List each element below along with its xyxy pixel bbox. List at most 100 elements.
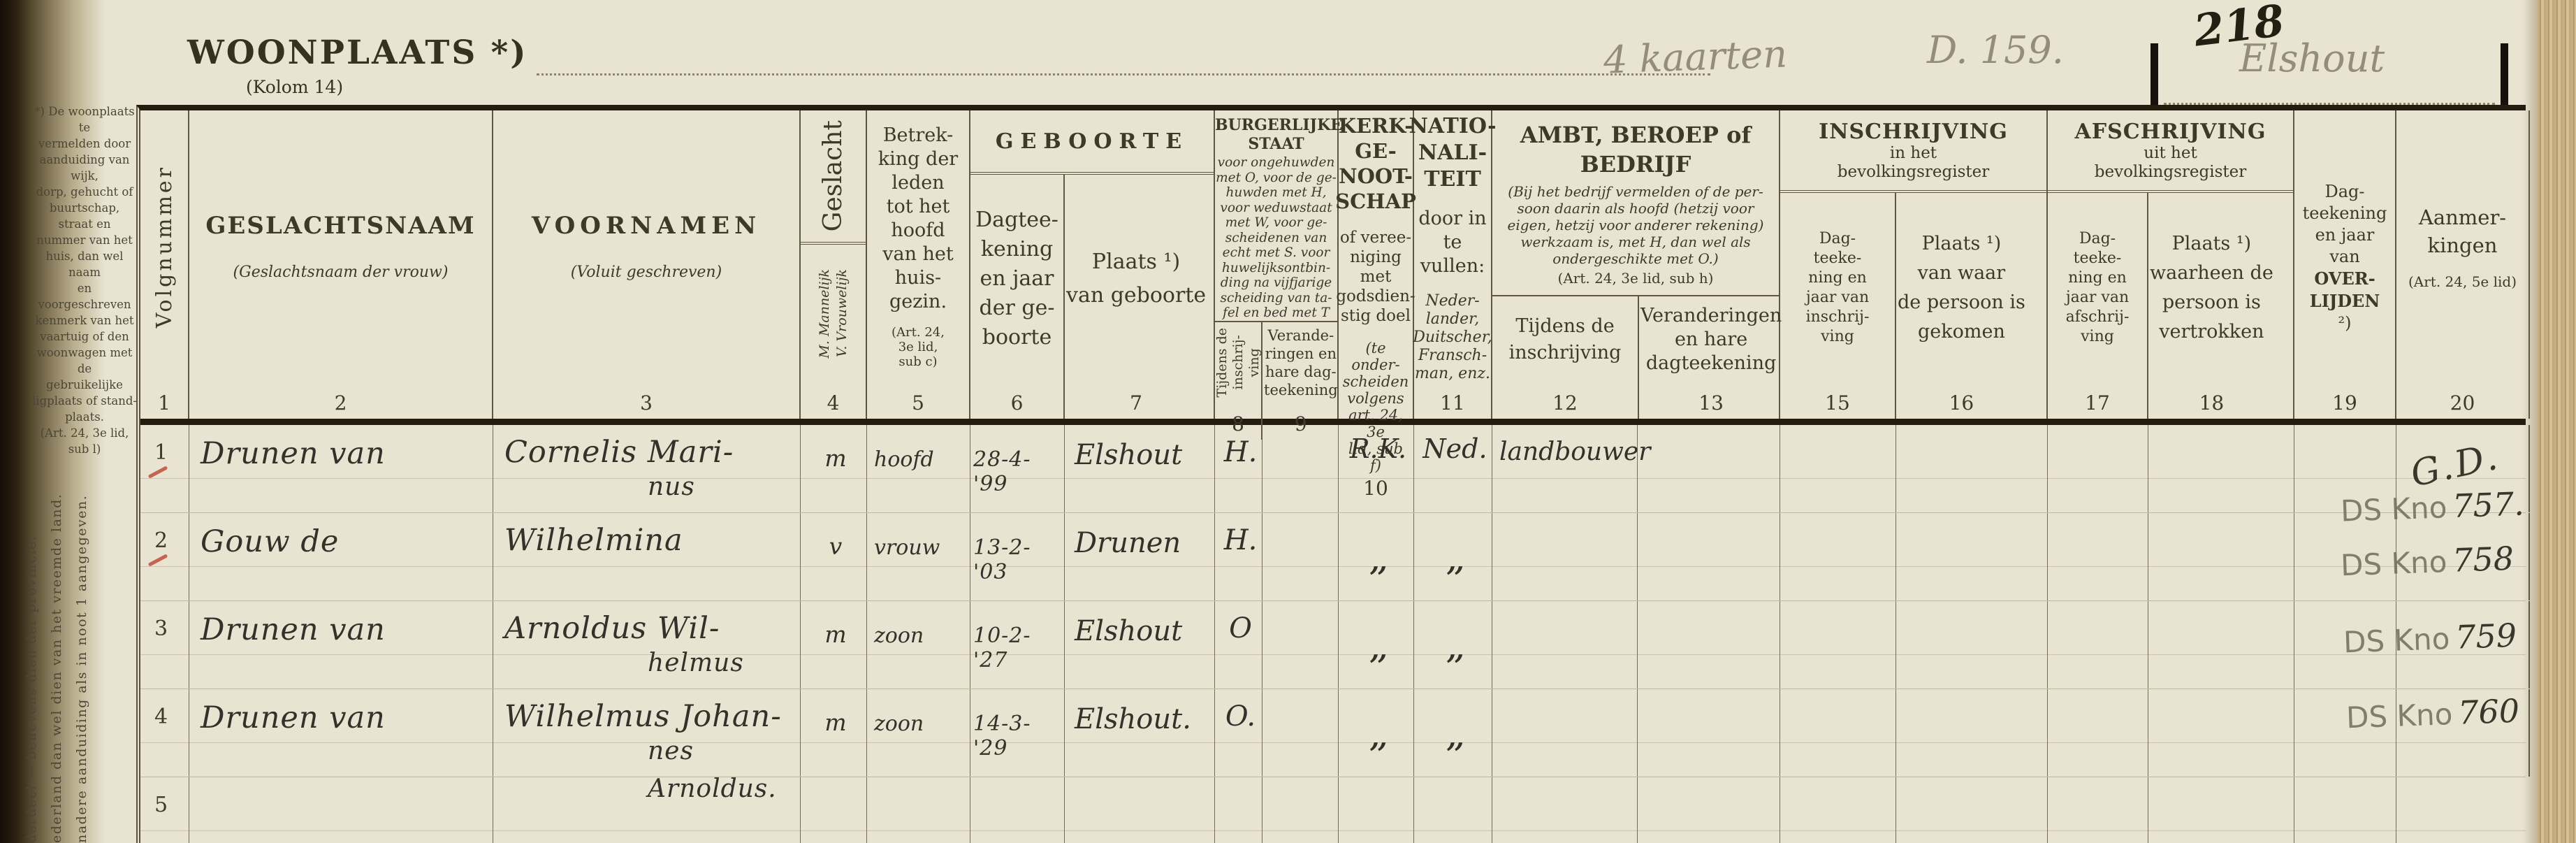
col10-number: 10 [1363,477,1388,500]
card-stamp-1: DS Kno 757. [2340,484,2524,528]
cell-betrekking: vrouw [867,513,970,600]
col-staat-inschrijving: Tijdens de inschrij- ving 8 [1214,322,1262,440]
geboorte-title: GEBOORTE [970,110,1214,175]
col-beroep-inschrijving: Tijdens de inschrijving 12 [1492,296,1638,419]
cell-nationaliteit: ,, [1414,689,1492,777]
col8-title: Tijdens de inschrij- ving [1214,327,1262,398]
cell-overlijden [2294,777,2396,843]
col2-title: GESLACHTSNAAM [205,212,476,240]
cell-inschrijving-plaats [1896,513,2048,600]
cell-nationaliteit: ,, [1414,601,1492,689]
col17-number: 17 [2085,391,2110,415]
group-geboorte: GEBOORTE Dagtee- kening en jaar der ge- … [970,110,1215,419]
col2-number: 2 [334,391,347,415]
col-afschrijving-plaats: Plaats ¹) waarheen de persoon is vertrok… [2147,193,2275,419]
cell-geslacht: m [801,601,867,689]
cell-aanmerkingen [2396,601,2530,689]
col3-title: VOORNAMEN [531,212,762,240]
col19-title-bold: OVER- LIJDEN [2309,268,2380,311]
stamp-label: DS Kno [2340,490,2448,528]
col-aanmerkingen: Aanmer- kingen (Art. 24, 5e lid) 20 [2396,110,2530,419]
cell-aanmerkingen [2396,689,2530,777]
cell-afschrijving-datum [2048,513,2148,600]
table-row-2: 2 Gouw de Wilhelmina v vrouw 13-2-'03 Dr… [140,513,2530,601]
table-row-1: 1 Drunen van Cornelis Mari-nus m hoofd 2… [140,425,2530,513]
cell-voornamen: Wilhelmina [493,513,801,600]
cell-nationaliteit: ,, [1414,513,1492,600]
cell-inschrijving-datum [1780,513,1896,600]
cell-kerkgenootschap: R.K. [1339,425,1414,512]
col-staat-veranderingen: Verande- ringen en hare dag- teekening 9 [1261,322,1339,440]
cell-afschrijving-plaats [2148,777,2294,843]
cell-geboortedatum: 10-2-'27 [970,601,1065,689]
pencil-place-name: Elshout [2239,36,2385,80]
woonplaats-footnote: *) De woonplaats te vermelden door aandu… [32,105,137,456]
cell-geboortedatum: 13-2-'03 [970,513,1065,600]
col13-title: Veranderingen en hare dagteekening [1640,304,1782,374]
cell-beroep [1492,777,1638,843]
cell-geboorteplaats: Drunen [1065,513,1215,600]
cell-nationaliteit: Ned. [1414,425,1492,512]
pencil-note-kaarten: 4 kaarten [1602,31,1788,82]
col12-number: 12 [1552,391,1578,415]
cell-betrekking [867,777,970,843]
col17-title: Dag- teeke- ning en jaar van afschrij- v… [2065,229,2130,345]
cell-burgerlijke-staat: H. [1215,513,1262,600]
cell-volgnummer: 5 [140,777,189,843]
cell-inschrijving-plaats [1896,689,2048,777]
cell-volgnummer: 4 [140,689,189,777]
stamp-number: 757. [2452,484,2525,525]
inschrijving-title: INSCHRIJVING [1819,119,2008,144]
ambt-title: AMBT, BEROEP of BEDRIJF [1520,122,1752,178]
cell-afschrijving-plaats [2148,513,2294,600]
col-overlijden: Dag- teekening en jaar van OVER- LIJDEN … [2294,110,2396,419]
cell-overlijden [2294,513,2396,600]
cell-afschrijving-datum [2048,601,2148,689]
red-check-mark [147,466,168,479]
col15-number: 15 [1825,391,1850,415]
col4-mannelijk: M. Mannelijk [817,268,832,359]
col9-title: Verande- ringen en hare dag- teekening [1264,326,1338,398]
cell-geslacht: v [801,513,867,600]
col11-note: Neder- lander, Duitscher, Fransch- man, … [1413,292,1492,382]
cell-betrekking: hoofd [867,425,970,512]
cell-afschrijving-datum [2048,689,2148,777]
group-afschrijving: AFSCHRIJVING uit het bevolkingsregister … [2048,110,2294,419]
cell-kerkgenootschap [1339,777,1414,843]
cell-inschrijving-plaats [1896,601,2048,689]
cell-beroep: landbouwer [1492,425,1650,512]
cell-beroep-veranderingen [1638,513,1780,600]
col3-number: 3 [640,391,653,415]
col10-title: KERK- GE- NOOT- SCHAP [1335,114,1416,213]
col16-number: 16 [1949,391,1974,415]
cell-inschrijving-plaats [1896,777,2048,843]
cell-beroep [1492,513,1638,600]
cell-nationaliteit [1414,777,1492,843]
col6-title: Dagtee- kening en jaar der ge- boorte [975,207,1058,350]
cell-volgnummer: 1 [140,425,189,512]
cell-overlijden [2294,601,2396,689]
rotated-footnote-1: derdeel — benevens dien der provincie. [24,535,39,843]
group-inschrijving: INSCHRIJVING in het bevolkingsregister D… [1780,110,2048,419]
inschrijving-subtitle: in het bevolkingsregister [1837,143,1990,181]
cell-geboorteplaats: Elshout [1065,425,1215,512]
cell-kerkgenootschap: ,, [1339,689,1414,777]
stamp-label: DS Kno [2345,697,2454,735]
cell-staat-veranderingen [1262,777,1339,843]
cell-overlijden [2294,689,2396,777]
card-stamp-3: DS Kno 759 [2343,617,2517,661]
col16-title: Plaats ¹) van waar de persoon is gekomen [1898,232,2025,343]
cell-beroep [1492,601,1638,689]
col-betrekking: Betrek- king der leden tot het hoofd van… [867,110,970,419]
cell-inschrijving-plaats [1896,425,2048,512]
cell-voornamen [493,777,801,843]
cell-aanmerkingen [2396,777,2526,843]
col11-title: NATIO- NALI- TEIT [1409,114,1497,192]
register-table: Volgnummer 1 GESLACHTSNAAM (Geslachtsnaa… [136,105,2530,843]
cell-staat-veranderingen [1262,689,1339,777]
cell-geboorteplaats [1065,777,1215,843]
cell-overlijden [2294,425,2396,512]
cell-geboorteplaats: Elshout [1065,601,1215,689]
col-beroep-veranderingen: Veranderingen en hare dagteekening 13 [1638,296,1783,419]
